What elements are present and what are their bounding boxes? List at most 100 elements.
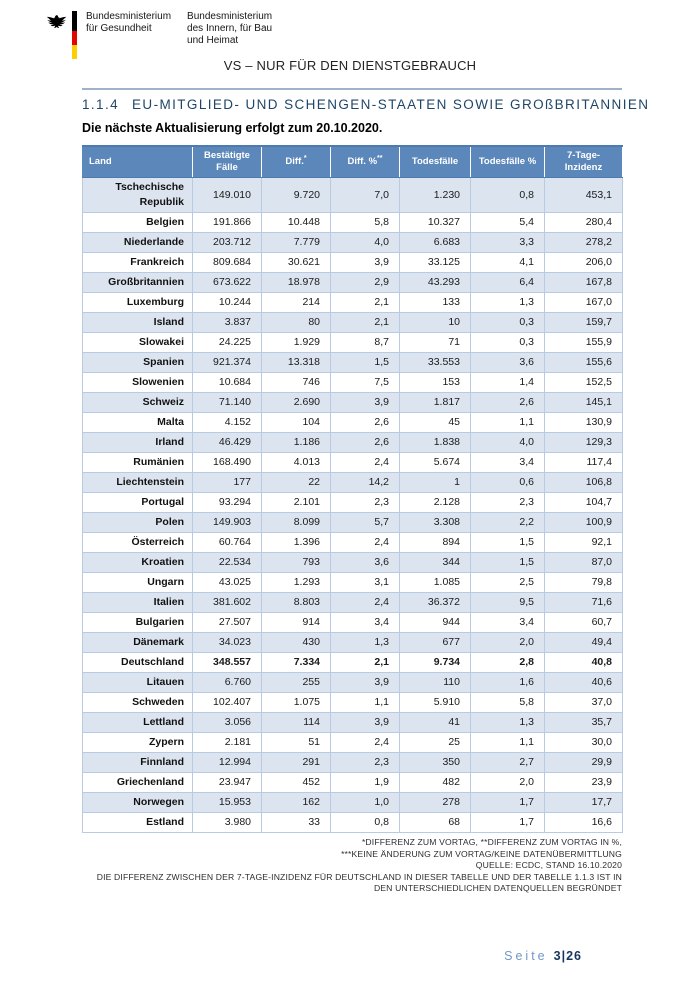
ministry-health-line1: Bundesministerium [86, 11, 172, 22]
cell-value: 79,8 [544, 572, 623, 593]
cell-country: Tschechische Republik [82, 177, 193, 213]
cell-value: 1.085 [399, 572, 471, 593]
cell-value: 100,9 [544, 512, 623, 533]
cell-country: Liechtenstein [82, 472, 193, 493]
cell-value: 2.690 [261, 392, 331, 413]
cell-value: 2,3 [330, 752, 400, 773]
cell-value: 2,3 [330, 492, 400, 513]
cell-value: 49,4 [544, 632, 623, 653]
table-row: Belgien 191.866 10.448 5,8 10.327 5,4 280,4 [82, 212, 623, 233]
cell-value: 71 [399, 332, 471, 353]
cell-value: 15.953 [192, 792, 262, 813]
cell-value: 3,4 [470, 452, 545, 473]
cell-value: 37,0 [544, 692, 623, 713]
footnote-line: DIE DIFFERENZ ZWISCHEN DER 7-TAGE-INZIDE… [96, 871, 622, 882]
cell-value: 3.837 [192, 312, 262, 333]
cell-value: 1,3 [330, 632, 400, 653]
cell-value: 3.056 [192, 712, 262, 733]
table-row: Finnland 12.994 291 2,3 350 2,7 29,9 [82, 752, 623, 773]
cell-value: 5.910 [399, 692, 471, 713]
cell-value: 2,9 [330, 272, 400, 293]
cell-value: 2,4 [330, 532, 400, 553]
cell-value: 452 [261, 772, 331, 793]
gov-logo: Bundesministerium für Gesundheit Bundesm… [45, 11, 272, 59]
cell-value: 1,5 [330, 352, 400, 373]
table-row: Italien 381.602 8.803 2,4 36.372 9,5 71,6 [82, 592, 623, 613]
cell-value: 3,9 [330, 392, 400, 413]
cell-country: Schweiz [82, 392, 193, 413]
cell-value: 2,5 [470, 572, 545, 593]
table-row: Norwegen 15.953 162 1,0 278 1,7 17,7 [82, 792, 623, 813]
cell-value: 2.101 [261, 492, 331, 513]
cell-value: 7,0 [330, 177, 400, 213]
covid-country-table: Land Bestätigte Fälle Diff.* Diff. %** Todes… [82, 145, 623, 833]
cell-value: 2,4 [330, 452, 400, 473]
cell-value: 1.293 [261, 572, 331, 593]
cell-value: 921.374 [192, 352, 262, 373]
table-row: Rumänien 168.490 4.013 2,4 5.674 3,4 117,4 [82, 452, 623, 473]
cell-value: 22 [261, 472, 331, 493]
cell-value: 2,1 [330, 292, 400, 313]
cell-value: 10.684 [192, 372, 262, 393]
cell-value: 1.396 [261, 532, 331, 553]
ministry-interior-line2: des Innern, für Bau [187, 23, 273, 34]
cell-country: Großbritannien [82, 272, 193, 293]
cell-value: 1,1 [330, 692, 400, 713]
cell-value: 255 [261, 672, 331, 693]
cell-value: 4.152 [192, 412, 262, 433]
cell-country: Bulgarien [82, 612, 193, 633]
cell-country: Polen [82, 512, 193, 533]
cell-value: 10.448 [261, 212, 331, 233]
ministry-interior-label: Bundesministerium des Innern, für Bau un… [187, 11, 272, 47]
column-header-diff-: Diff. %** [330, 145, 400, 178]
cell-country: Niederlande [82, 232, 193, 253]
cell-value: 4,1 [470, 252, 545, 273]
cell-country: Ungarn [82, 572, 193, 593]
ministry-health-line2: für Gesundheit [86, 23, 152, 34]
cell-value: 203.712 [192, 232, 262, 253]
table-row: Slowenien 10.684 746 7,5 153 1,4 152,5 [82, 372, 623, 393]
cell-value: 348.557 [192, 652, 262, 673]
cell-value: 1.186 [261, 432, 331, 453]
cell-country: Österreich [82, 532, 193, 553]
cell-country: Rumänien [82, 452, 193, 473]
cell-value: 14,2 [330, 472, 400, 493]
cell-value: 2,1 [330, 652, 400, 673]
cell-value: 155,9 [544, 332, 623, 353]
table-row: Malta 4.152 104 2,6 45 1,1 130,9 [82, 412, 623, 433]
table-row: Spanien 921.374 13.318 1,5 33.553 3,6 155,6 [82, 352, 623, 373]
cell-value: 1,4 [470, 372, 545, 393]
cell-country: Luxemburg [82, 292, 193, 313]
cell-value: 45 [399, 412, 471, 433]
cell-value: 106,8 [544, 472, 623, 493]
cell-value: 177 [192, 472, 262, 493]
cell-country: Schweden [82, 692, 193, 713]
cell-value: 2,4 [330, 592, 400, 613]
cell-value: 6,4 [470, 272, 545, 293]
cell-country: Estland [82, 812, 193, 833]
cell-value: 280,4 [544, 212, 623, 233]
cell-value: 159,7 [544, 312, 623, 333]
cell-value: 191.866 [192, 212, 262, 233]
cell-value: 10.244 [192, 292, 262, 313]
column-header-land: Land [82, 145, 193, 178]
cell-value: 746 [261, 372, 331, 393]
cell-value: 4.013 [261, 452, 331, 473]
cell-value: 167,0 [544, 292, 623, 313]
cell-value: 677 [399, 632, 471, 653]
cell-value: 40,6 [544, 672, 623, 693]
ministry-interior-line3: und Heimat [187, 35, 239, 46]
cell-country: Finnland [82, 752, 193, 773]
cell-value: 35,7 [544, 712, 623, 733]
classification-banner: VS – NUR FÜR DEN DIENSTGEBRAUCH [223, 58, 477, 73]
cell-value: 3,9 [330, 672, 400, 693]
table-row: Österreich 60.764 1.396 2,4 894 1,5 92,1 [82, 532, 623, 553]
cell-value: 9.734 [399, 652, 471, 673]
cell-value: 206,0 [544, 252, 623, 273]
cell-value: 3,3 [470, 232, 545, 253]
column-header-best-tigte-f-lle: Bestätigte Fälle [192, 145, 262, 178]
cell-value: 130,9 [544, 412, 623, 433]
cell-value: 1.817 [399, 392, 471, 413]
cell-value: 3,4 [330, 612, 400, 633]
table-row: Polen 149.903 8.099 5,7 3.308 2,2 100,9 [82, 512, 623, 533]
